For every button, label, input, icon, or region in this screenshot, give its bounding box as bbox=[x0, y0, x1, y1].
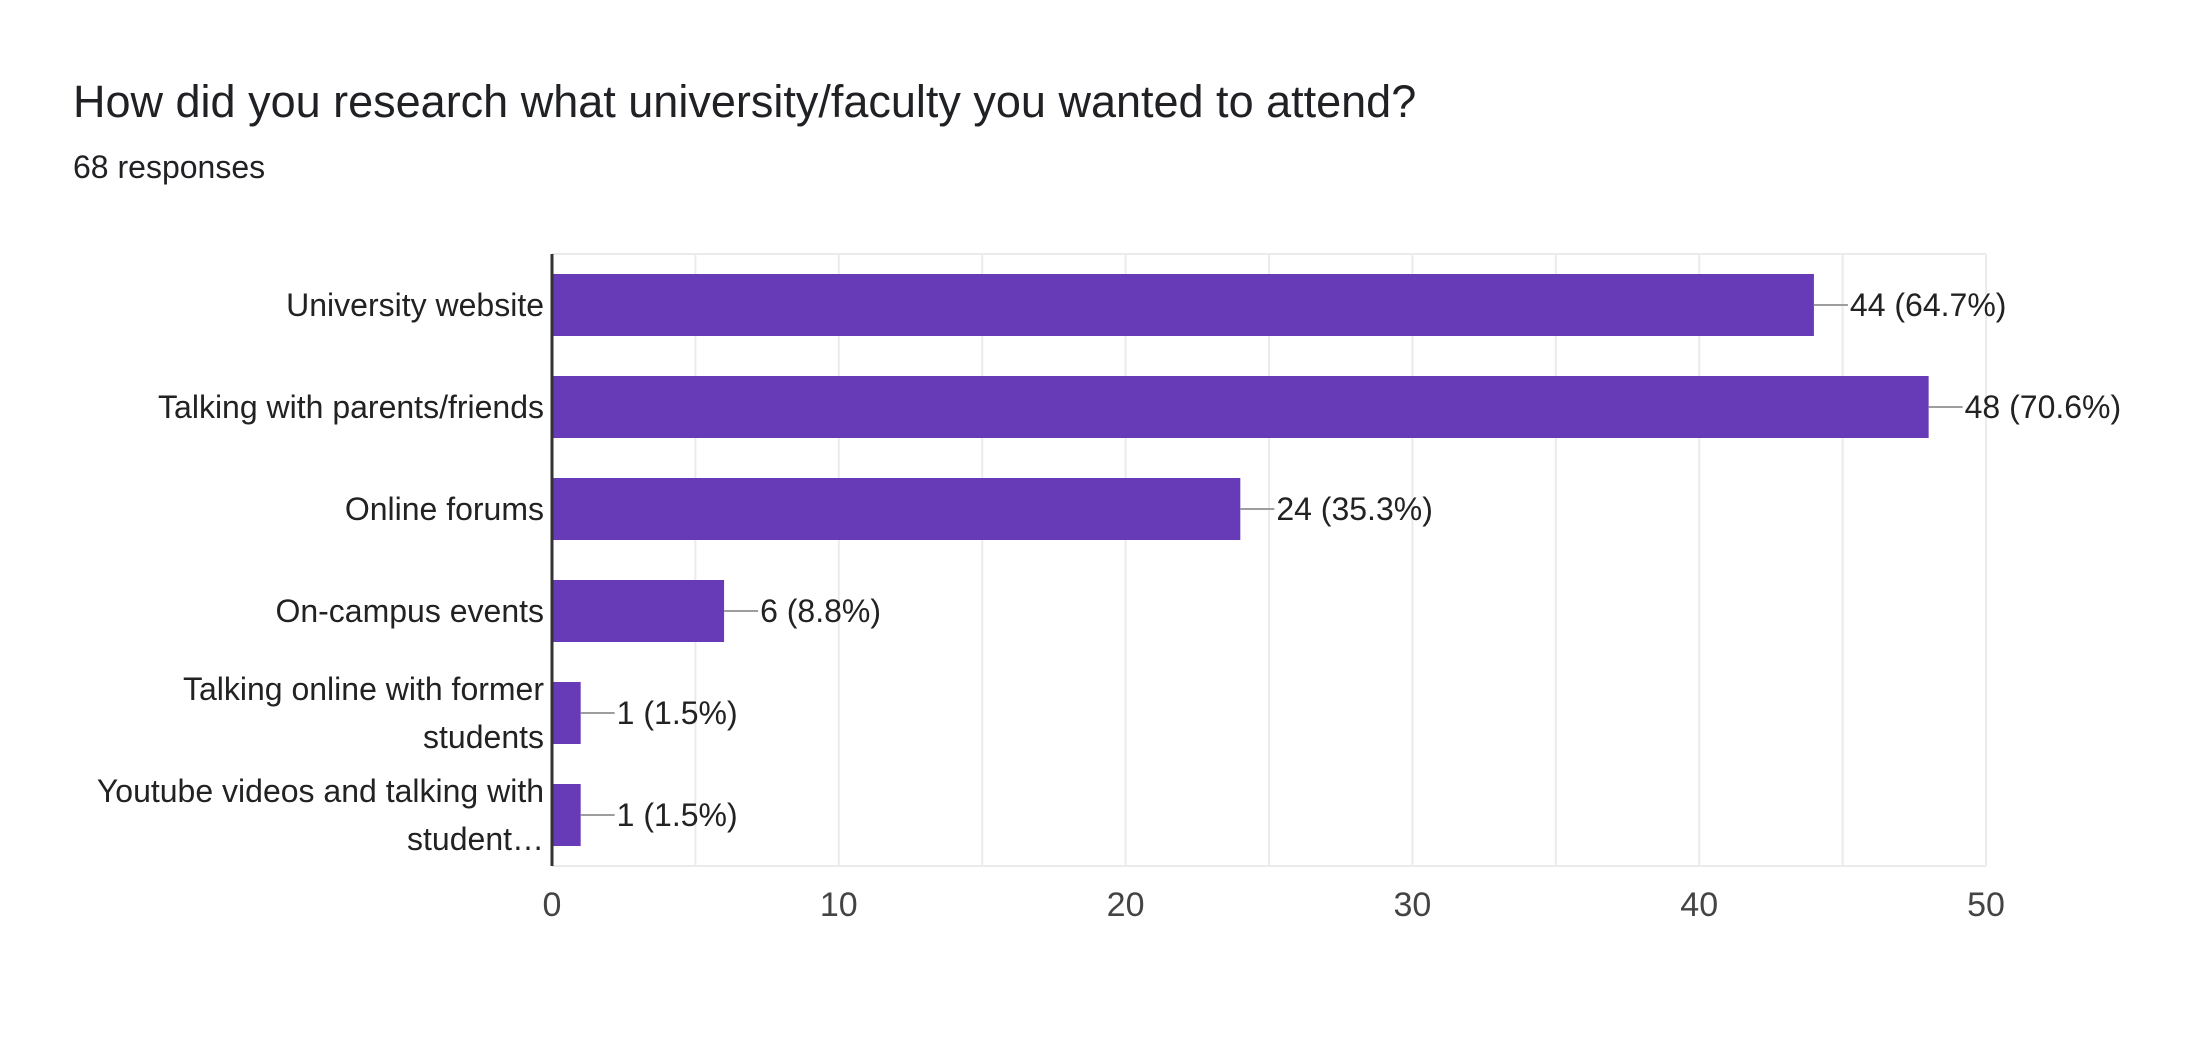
bar-1[interactable] bbox=[552, 376, 1929, 438]
response-count: 68 responses bbox=[73, 149, 266, 185]
labels: 44 (64.7%) University website 48 (70.6%) Ta… bbox=[97, 287, 2121, 857]
x-tick-label-10: 10 bbox=[820, 886, 858, 924]
bar-3[interactable] bbox=[552, 580, 725, 642]
bar-5[interactable] bbox=[552, 784, 581, 846]
category-label-4-0: Talking online with former bbox=[183, 671, 544, 707]
x-tick-label-30: 30 bbox=[1393, 886, 1431, 924]
axes: 0 10 20 30 40 50 bbox=[543, 254, 2005, 924]
data-label-4: 1 (1.5%) bbox=[617, 695, 738, 731]
x-tick-label-50: 50 bbox=[1967, 886, 2005, 924]
data-label-3: 6 (8.8%) bbox=[760, 593, 881, 629]
category-label-1-0: Talking with parents/friends bbox=[158, 389, 544, 425]
data-label-5: 1 (1.5%) bbox=[617, 797, 738, 833]
x-tick-label-40: 40 bbox=[1680, 886, 1718, 924]
data-label-0: 44 (64.7%) bbox=[1850, 287, 2007, 323]
x-tick-label-0: 0 bbox=[543, 886, 562, 924]
category-label-0-0: University website bbox=[286, 287, 544, 323]
data-label-2: 24 (35.3%) bbox=[1276, 491, 1433, 527]
grid-lines bbox=[552, 253, 1987, 867]
category-label-5-1: student… bbox=[407, 821, 544, 857]
x-tick-label-20: 20 bbox=[1107, 886, 1145, 924]
category-label-2-0: Online forums bbox=[345, 491, 544, 527]
category-label-4-1: students bbox=[423, 719, 544, 755]
bar-4[interactable] bbox=[552, 682, 581, 744]
bar-0[interactable] bbox=[552, 274, 1814, 336]
bars bbox=[552, 274, 1929, 846]
category-label-3-0: On-campus events bbox=[275, 593, 544, 629]
chart-title: How did you research what university/fac… bbox=[73, 76, 1417, 127]
category-label-5-0: Youtube videos and talking with bbox=[97, 773, 544, 809]
bar-2[interactable] bbox=[552, 478, 1241, 540]
data-label-1: 48 (70.6%) bbox=[1965, 389, 2122, 425]
